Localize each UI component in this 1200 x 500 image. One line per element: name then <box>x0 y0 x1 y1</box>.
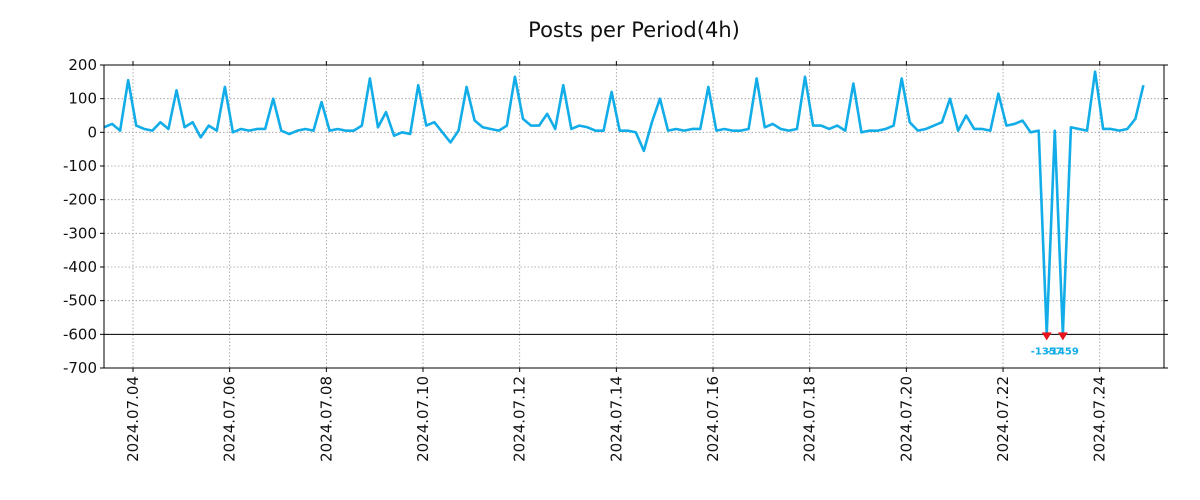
x-tick-label: 2024.07.10 <box>414 376 432 462</box>
y-tick-label: -100 <box>63 157 97 175</box>
clip-annotation: -1459 <box>1047 346 1079 357</box>
chart-title: Posts per Period(4h) <box>528 18 740 42</box>
y-tick-label: -700 <box>63 359 97 377</box>
x-tick-label: 2024.07.06 <box>221 376 239 462</box>
x-tick-label: 2024.07.16 <box>704 376 722 462</box>
x-tick-label: 2024.07.14 <box>607 376 625 462</box>
y-tick-label: -200 <box>63 191 97 209</box>
x-tick-label: 2024.07.24 <box>1091 376 1109 462</box>
series-layer <box>103 70 1145 336</box>
clip-markers: -1357-1459 <box>1031 332 1079 357</box>
x-tick-label: 2024.07.12 <box>511 376 529 462</box>
clip-annotation: -1357 <box>1031 346 1063 357</box>
series-line-0 <box>103 70 1145 336</box>
y-tick-label: 0 <box>87 123 97 141</box>
y-tick-label: 100 <box>68 90 97 108</box>
y-tick-label: -500 <box>63 292 97 310</box>
plot-frame <box>103 64 1165 369</box>
y-tick-label: -300 <box>63 224 97 242</box>
y-axis: 200 100 0 -100 -200 -300 -400 -500 -600 -700 <box>63 56 1168 377</box>
x-axis: 2024.07.04 2024.07.06 2024.07.08 2024.07.10… <box>124 61 1109 462</box>
clip-marker <box>1057 332 1068 341</box>
x-tick-label: 2024.07.20 <box>897 376 915 462</box>
x-tick-label: 2024.07.04 <box>124 376 142 462</box>
y-tick-label: -400 <box>63 258 97 276</box>
grid <box>104 64 1164 369</box>
x-tick-label: 2024.07.18 <box>801 376 819 462</box>
clip-marker <box>1041 332 1052 341</box>
y-tick-label: 200 <box>68 56 97 74</box>
x-tick-label: 2024.07.08 <box>317 376 335 462</box>
y-tick-label: -600 <box>63 325 97 343</box>
x-tick-label: 2024.07.22 <box>994 376 1012 462</box>
